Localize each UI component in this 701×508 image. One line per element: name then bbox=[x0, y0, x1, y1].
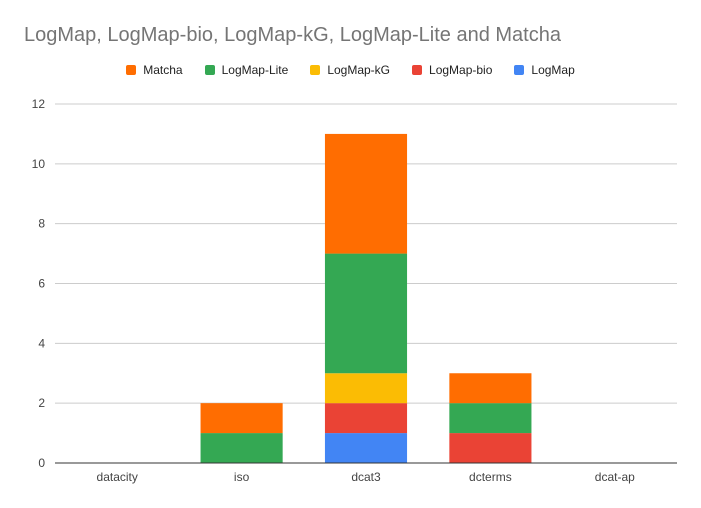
bar-dcat3-matcha bbox=[324, 133, 408, 254]
y-tick-label: 12 bbox=[32, 97, 46, 111]
legend-label: LogMap bbox=[531, 63, 575, 77]
legend-item-logmap: LogMap bbox=[514, 63, 575, 77]
y-tick-label: 10 bbox=[32, 157, 46, 171]
chart-title: LogMap, LogMap-bio, LogMap-kG, LogMap-Li… bbox=[24, 24, 561, 46]
y-tick-label: 8 bbox=[38, 217, 45, 231]
legend-label: LogMap-kG bbox=[327, 63, 391, 77]
x-tick-label: dcat3 bbox=[351, 470, 381, 484]
bar-dcterms-logmap-bio bbox=[449, 433, 532, 463]
legend-item-logmap-kg: LogMap-kG bbox=[310, 63, 390, 77]
x-tick-label: dcterms bbox=[469, 470, 512, 484]
legend-swatch bbox=[412, 65, 423, 75]
legend-label: LogMap-bio bbox=[429, 63, 493, 77]
legend-swatch bbox=[126, 65, 137, 75]
x-tick-label: iso bbox=[234, 470, 250, 484]
y-tick-label: 6 bbox=[38, 277, 45, 291]
legend-swatch bbox=[310, 65, 321, 75]
y-tick-label: 4 bbox=[38, 336, 45, 350]
legend-item-logmap-bio: LogMap-bio bbox=[412, 63, 492, 77]
legend-label: LogMap-Lite bbox=[221, 63, 289, 77]
legend-swatch bbox=[204, 65, 215, 75]
x-tick-label: dcat-ap bbox=[595, 470, 635, 484]
bar-dcterms-logmap-lite bbox=[449, 403, 532, 434]
bar-dcat3-logmap-kg bbox=[324, 373, 408, 404]
y-tick-label: 0 bbox=[38, 456, 45, 470]
bar-dcat3-logmap bbox=[324, 433, 408, 463]
legend-swatch bbox=[514, 65, 525, 75]
x-tick-label: datacity bbox=[97, 470, 138, 484]
bar-iso-matcha bbox=[200, 403, 283, 434]
bar-iso-logmap-lite bbox=[200, 433, 283, 463]
y-tick-label: 2 bbox=[38, 396, 45, 410]
legend-item-logmap-lite: LogMap-Lite bbox=[204, 63, 289, 77]
bar-dcat3-logmap-lite bbox=[324, 253, 408, 374]
bar-dcat3-logmap-bio bbox=[324, 403, 408, 434]
legend-item-matcha: Matcha bbox=[126, 63, 183, 77]
legend: Matcha LogMap-Lite LogMap-kG LogMap-bio LogM… bbox=[0, 63, 701, 77]
bar-dcterms-matcha bbox=[449, 373, 532, 404]
legend-label: Matcha bbox=[143, 63, 183, 77]
